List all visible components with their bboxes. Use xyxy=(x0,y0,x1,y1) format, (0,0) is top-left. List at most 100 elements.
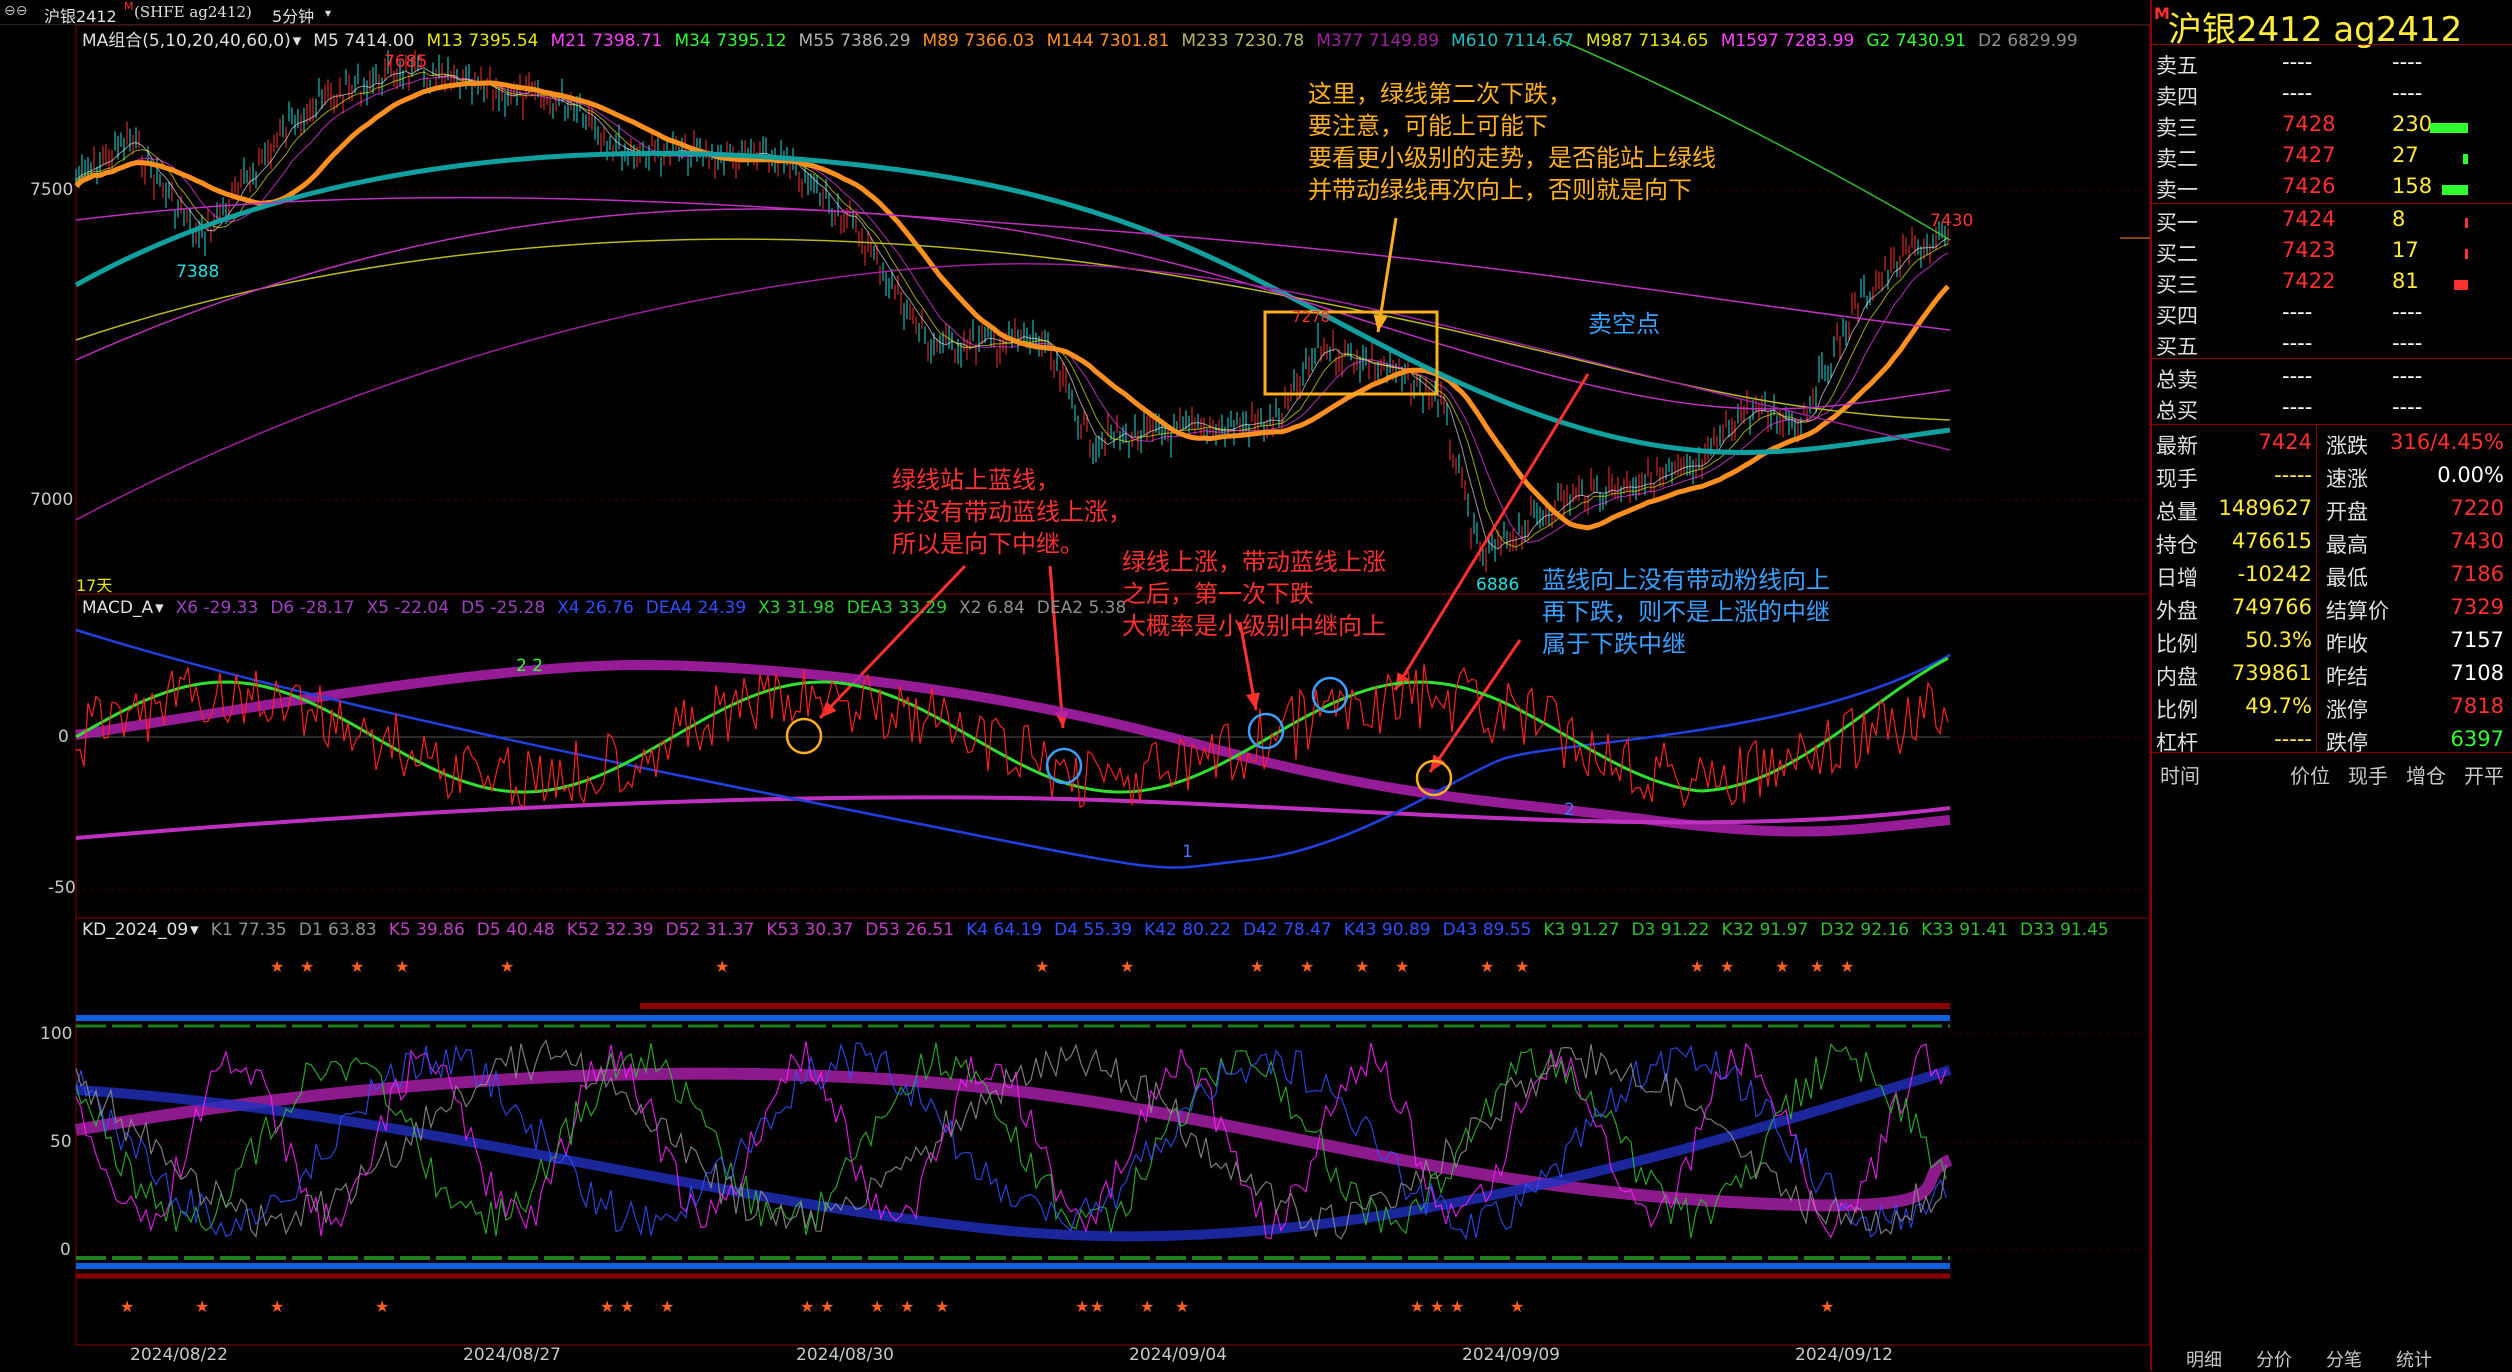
annotation-arrow xyxy=(1395,672,1410,690)
orderbook-price[interactable]: ---- xyxy=(2282,300,2313,324)
stat-value: 7108 xyxy=(2450,661,2504,685)
tab-tick[interactable]: 分笔 xyxy=(2326,1350,2362,1371)
orderbook-volume: 158 xyxy=(2392,174,2433,198)
legend-item: X5 -22.04 xyxy=(366,598,450,618)
annotation-arrow xyxy=(1428,639,1522,773)
stat-label: 比例 xyxy=(2156,632,2198,656)
legend-item: K1 77.35 xyxy=(210,920,287,940)
stat-label: 现手 xyxy=(2156,467,2198,491)
stat-value: 7424 xyxy=(2258,430,2312,454)
legend-item: M5 7414.00 xyxy=(313,31,415,51)
stat-value: ----- xyxy=(2274,727,2312,751)
legend-item: K42 80.22 xyxy=(1144,920,1231,940)
orderbook-price[interactable]: 7426 xyxy=(2282,174,2336,198)
star-marker: ★ xyxy=(1250,957,1264,976)
legend-item: D5 40.48 xyxy=(476,920,555,940)
legend-item: K3 91.27 xyxy=(1543,920,1620,940)
star-marker: ★ xyxy=(1410,1297,1424,1316)
chevron-down-icon[interactable]: ▾ xyxy=(325,6,332,20)
orderbook-price[interactable]: ---- xyxy=(2282,331,2313,355)
ma-line xyxy=(75,76,1949,544)
star-marker: ★ xyxy=(1810,957,1824,976)
stat-label: 涨跌 xyxy=(2326,434,2368,458)
orderbook-row: 买五 ---- ---- xyxy=(2152,329,2512,359)
star-marker: ★ xyxy=(1175,1297,1189,1316)
orderbook-price[interactable]: 7427 xyxy=(2282,143,2336,167)
orderbook-row: 卖五 ---- ---- xyxy=(2152,48,2512,78)
legend-item[interactable]: MACD_A xyxy=(82,598,154,618)
annotation-arrow xyxy=(1430,754,1446,772)
chevron-down-icon[interactable]: ▾ xyxy=(292,31,302,51)
orderbook-price[interactable]: ---- xyxy=(2282,364,2313,388)
star-marker: ★ xyxy=(195,1297,209,1316)
ma-legend: MA组合(5,10,20,40,60,0) ▾ M5 7414.00 M13 7395… xyxy=(82,26,2090,51)
orderbook-price[interactable]: ---- xyxy=(2282,81,2313,105)
star-marker: ★ xyxy=(620,1297,634,1316)
kd-axis-label: 50 xyxy=(50,1132,72,1152)
orderbook-volume: 230 xyxy=(2392,112,2433,136)
legend-item: K52 32.39 xyxy=(566,920,654,940)
orderbook-row: 卖一 7426 158 xyxy=(2152,172,2512,202)
stat-value: 749766 xyxy=(2231,595,2312,619)
chevron-down-icon[interactable]: ▾ xyxy=(190,920,199,940)
orderbook-label: 卖五 xyxy=(2156,54,2198,78)
quote-stat-row: 最新 7424 涨跌 316/4.45% xyxy=(2152,428,2512,458)
kline-chart[interactable]: ★ ★ ★ ★ ★ ★ ★ ★ ★ ★ ★ ★ ★ ★ ★ ★ ★ ★ ★ ★ ★ ★ ★ ★ ★ ★ ★ ★ ★ ★ ★ ★ ★ ★ ★ ★ ★ ★ ★ ★ xyxy=(0,0,2150,1371)
orderbook-price[interactable]: ---- xyxy=(2282,395,2313,419)
star-marker: ★ xyxy=(900,1297,914,1316)
ma-line xyxy=(74,80,1950,531)
orderbook-label: 买一 xyxy=(2156,211,2198,235)
legend-item: X2 6.84 xyxy=(959,598,1025,618)
legend-item: D6 -28.17 xyxy=(270,598,355,618)
orderbook-price[interactable]: 7423 xyxy=(2282,238,2336,262)
legend-item: K5 39.86 xyxy=(388,920,465,940)
star-marker: ★ xyxy=(375,1297,389,1316)
orderbook-price[interactable]: ---- xyxy=(2282,50,2313,74)
star-marker: ★ xyxy=(1450,1297,1464,1316)
stat-value: 7220 xyxy=(2450,496,2504,520)
kd-line xyxy=(75,1041,1947,1240)
legend-item: M1597 7283.99 xyxy=(1720,31,1855,51)
link-icon[interactable]: ⊖⊖ xyxy=(4,3,28,19)
annotation-note: 绿线站上蓝线， 并没有带动蓝线上涨， 所以是向下中继。 xyxy=(892,466,1132,558)
legend-item: K33 91.41 xyxy=(1921,920,2008,940)
stat-value: -10242 xyxy=(2237,562,2312,586)
orderbook-price[interactable]: 7424 xyxy=(2282,207,2336,231)
tab-statistics[interactable]: 统计 xyxy=(2396,1350,2432,1371)
chevron-down-icon[interactable]: ▾ xyxy=(155,598,164,618)
legend-item: D3 91.22 xyxy=(1631,920,1710,940)
quote-stat-row: 现手 ----- 速涨 0.00% xyxy=(2152,461,2512,491)
star-marker: ★ xyxy=(1480,957,1494,976)
tab-price-distribution[interactable]: 分价 xyxy=(2256,1350,2292,1371)
legend-item[interactable]: MA组合(5,10,20,40,60,0) xyxy=(82,31,291,51)
legend-item: K32 91.97 xyxy=(1721,920,1809,940)
ma-line xyxy=(75,196,1951,331)
legend-item: D4 55.39 xyxy=(1054,920,1133,940)
legend-item: D5 -25.28 xyxy=(461,598,546,618)
legend-item: DEA4 24.39 xyxy=(645,598,747,618)
stat-label: 速涨 xyxy=(2326,467,2368,491)
tab-detail[interactable]: 明细 xyxy=(2186,1350,2222,1371)
orderbook-price[interactable]: 7428 xyxy=(2282,112,2336,136)
orderbook-volume: ---- xyxy=(2392,364,2423,388)
highlight-circle xyxy=(1415,759,1453,797)
orderbook-volume: 17 xyxy=(2392,238,2419,262)
stat-label: 最低 xyxy=(2326,566,2368,590)
kd-band xyxy=(75,1065,1952,1242)
orderbook-row: 买二 7423 17 xyxy=(2152,236,2512,266)
legend-item[interactable]: KD_2024_09 xyxy=(82,920,189,940)
orderbook-row: 买一 7424 8 xyxy=(2152,205,2512,235)
macd-line xyxy=(75,663,1949,809)
stat-value: 6397 xyxy=(2450,727,2504,751)
orderbook-price[interactable]: 7422 xyxy=(2282,269,2336,293)
legend-item: D32 92.16 xyxy=(1820,920,1910,940)
legend-item: M34 7395.12 xyxy=(674,31,787,51)
divider xyxy=(2152,44,2512,45)
macd-axis-label: 0 xyxy=(58,727,69,747)
legend-item: K4 64.19 xyxy=(966,920,1043,940)
period-selector[interactable]: 5分钟 xyxy=(272,7,315,26)
ma-line xyxy=(75,238,1951,421)
legend-item: K43 90.89 xyxy=(1343,920,1431,940)
stat-value: 1489627 xyxy=(2218,496,2312,520)
highlight-circle xyxy=(1247,712,1285,750)
